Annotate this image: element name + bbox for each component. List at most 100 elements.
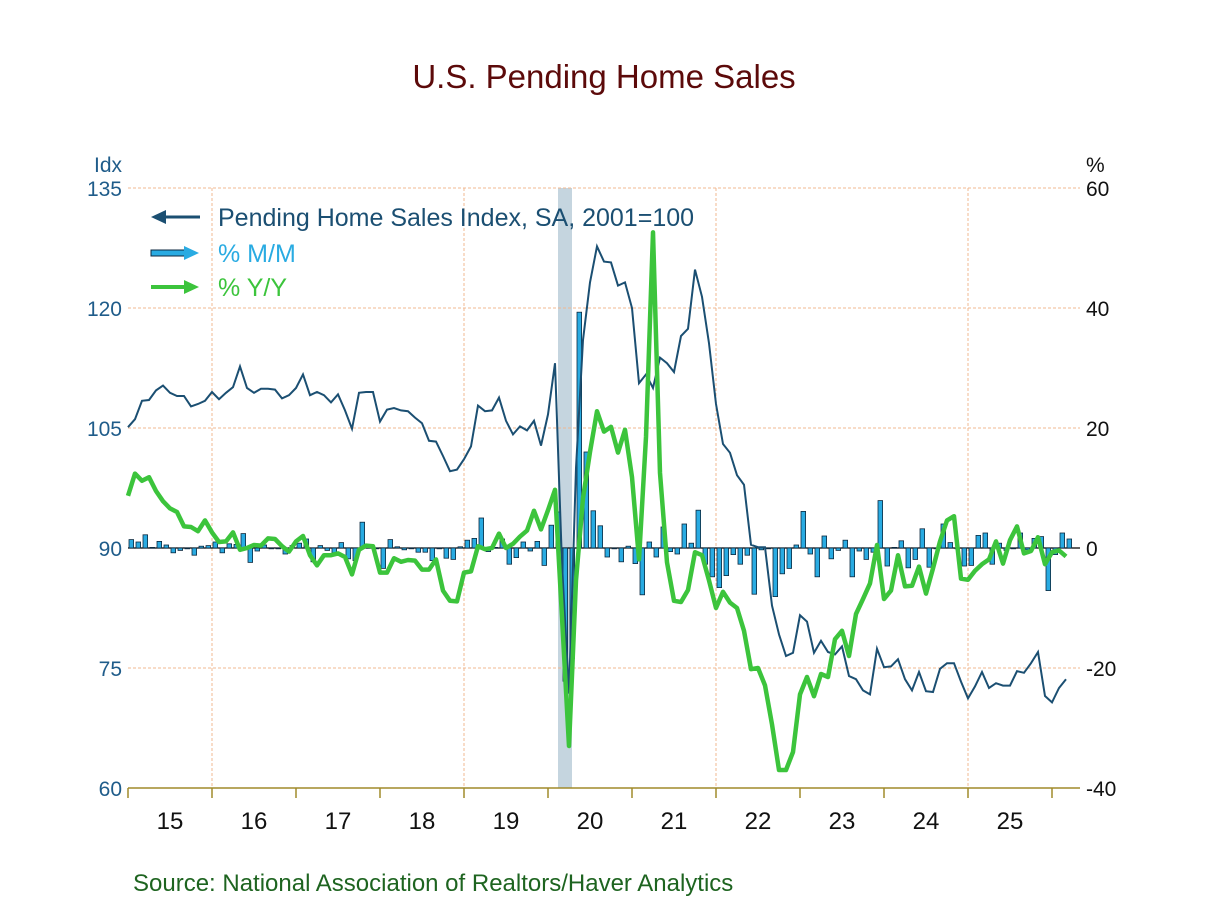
right-axis-tick-label: 40 <box>1086 298 1109 321</box>
mm-bar <box>247 547 253 563</box>
legend-mm-arrow-right-icon <box>184 246 199 260</box>
mm-bar <box>422 547 428 553</box>
mm-bar <box>604 547 610 558</box>
mm-bar <box>821 535 827 549</box>
mm-bar <box>254 547 260 552</box>
mm-bar <box>240 533 246 549</box>
x-axis-tick-label: 22 <box>745 808 772 835</box>
mm-bar <box>898 540 904 549</box>
mm-bar <box>667 547 673 552</box>
mm-bar <box>653 547 659 558</box>
chart-title: U.S. Pending Home Sales <box>412 58 796 95</box>
mm-bar <box>436 547 442 550</box>
x-axis-tick-label: 16 <box>241 808 268 835</box>
left-axis-tick-label: 75 <box>99 658 122 681</box>
mm-bar <box>471 538 477 549</box>
x-axis-tick-label: 15 <box>157 808 184 835</box>
mm-bar <box>947 542 953 549</box>
x-axis-tick-label: 19 <box>493 808 520 835</box>
mm-bar <box>765 547 771 550</box>
right-axis-tick-label: 60 <box>1086 178 1109 201</box>
index-line <box>127 243 1067 705</box>
mm-bar <box>163 544 169 549</box>
right-axis-tick-label: -20 <box>1086 658 1116 681</box>
mm-bar <box>128 539 134 549</box>
mm-bar <box>856 547 862 552</box>
mm-bar <box>814 547 820 578</box>
mm-bar <box>338 542 344 549</box>
x-axis-tick-label: 18 <box>409 808 436 835</box>
mm-bar <box>877 500 883 549</box>
mm-bar <box>219 547 225 554</box>
mm-bar <box>149 547 155 549</box>
mm-bar <box>415 547 421 553</box>
mm-bar <box>919 528 925 549</box>
legend-label-index: Pending Home Sales Index, SA, 2001=100 <box>218 204 694 232</box>
left-axis-tick-label: 105 <box>87 418 122 441</box>
mm-bar <box>737 547 743 565</box>
mm-bar <box>597 525 603 549</box>
mm-bar <box>968 547 974 566</box>
x-axis-tick-label: 20 <box>577 808 604 835</box>
left-axis-tick-label: 90 <box>99 538 122 561</box>
mm-bar <box>296 542 302 549</box>
mm-bar <box>450 547 456 560</box>
mm-bar <box>912 547 918 560</box>
mm-bar <box>982 532 988 549</box>
mm-bar <box>275 547 281 550</box>
mm-bar <box>198 545 204 549</box>
mm-bar <box>1066 538 1072 549</box>
mm-bar <box>681 523 687 549</box>
mm-bar <box>394 546 400 549</box>
mm-bar <box>723 547 729 577</box>
right-axis-tick-label: 0 <box>1086 538 1098 561</box>
right-axis-unit-label: % <box>1086 154 1105 177</box>
left-axis-tick-label: 120 <box>87 298 122 321</box>
mm-bar <box>828 547 834 560</box>
x-axis-tick-label: 25 <box>997 808 1024 835</box>
mm-bar <box>345 547 351 560</box>
mm-bar <box>905 547 911 569</box>
mm-bar <box>884 547 890 567</box>
mm-bar <box>226 543 232 549</box>
mm-bar <box>464 539 470 549</box>
source-note: Source: National Association of Realtors… <box>133 870 734 897</box>
mm-bar <box>975 535 981 549</box>
mm-bar <box>534 541 540 549</box>
x-axis-tick-label: 21 <box>661 808 688 835</box>
x-axis-tick-label: 24 <box>913 808 940 835</box>
mm-bar <box>268 547 274 550</box>
mm-bar <box>212 541 218 549</box>
mm-bar <box>695 509 701 549</box>
mm-bar <box>611 547 617 550</box>
mm-bar <box>709 547 715 578</box>
mm-bar <box>849 547 855 578</box>
mm-bar <box>184 547 190 550</box>
mm-bar <box>625 545 631 549</box>
mm-bar <box>359 521 365 549</box>
mm-bar <box>772 547 778 597</box>
mm-bar <box>674 547 680 555</box>
mm-bar <box>807 547 813 555</box>
left-axis-tick-label: 60 <box>99 778 122 801</box>
mm-bar <box>513 547 519 559</box>
mm-bar <box>457 546 463 549</box>
mm-bar <box>205 545 211 549</box>
mm-bar <box>730 547 736 555</box>
mm-bar <box>800 510 806 549</box>
mm-bar <box>590 510 596 549</box>
mm-bar <box>758 547 764 551</box>
mm-bar <box>380 547 386 569</box>
mm-bar <box>688 542 694 549</box>
mm-bar <box>786 547 792 569</box>
mm-bar <box>506 547 512 565</box>
left-axis-unit-label: Idx <box>94 154 123 177</box>
left-axis-tick-label: 135 <box>87 178 122 201</box>
mm-bar <box>408 547 414 550</box>
mm-bar <box>926 547 932 568</box>
mm-bar <box>646 541 652 549</box>
legend-index-arrow-left-icon <box>151 210 166 224</box>
x-axis-tick-label: 17 <box>325 808 352 835</box>
mm-bar <box>520 541 526 549</box>
